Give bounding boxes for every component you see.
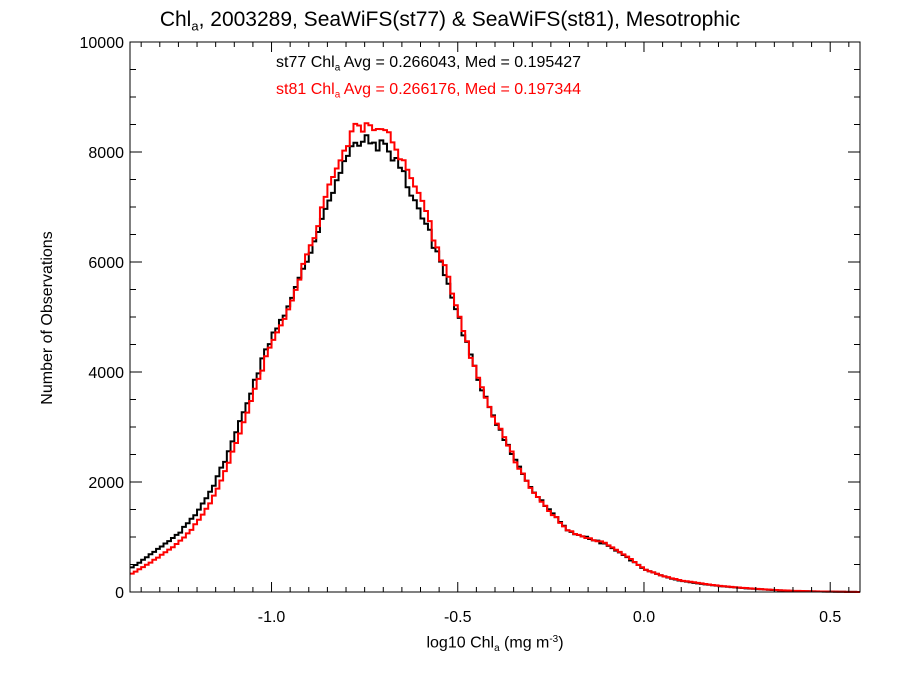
xlabel-superscript: -3 <box>549 634 559 645</box>
x-tick-label: -0.5 <box>444 609 472 626</box>
xlabel-mid: (mg m <box>499 634 550 652</box>
x-tick-label: 0.5 <box>819 609 841 626</box>
plot-frame <box>129 41 861 593</box>
annotation-st81-post: Avg = 0.266176, Med = 0.197344 <box>340 81 582 98</box>
chart-title: Chla, 2003289, SeaWiFS(st77) & SeaWiFS(s… <box>0 8 900 34</box>
xlabel-post: ) <box>558 634 564 652</box>
y-tick-label: 10000 <box>80 35 125 52</box>
series-line-st81 <box>130 122 860 593</box>
y-tick-label: 6000 <box>88 255 124 272</box>
annotation-st77-subscript: a <box>334 62 341 74</box>
xlabel-subscript: a <box>494 642 500 654</box>
annotation-st81: st81 Chla Avg = 0.266176, Med = 0.197344 <box>276 81 581 100</box>
annotation-st77-pre: st77 Chl <box>276 54 335 71</box>
series-line-st77 <box>130 134 860 593</box>
y-tick-label: 8000 <box>88 145 124 162</box>
title-subscript: a <box>191 18 199 34</box>
annotation-st77-post: Avg = 0.266043, Med = 0.195427 <box>340 54 582 71</box>
x-tick-label: -1.0 <box>258 609 286 626</box>
y-tick-label: 2000 <box>88 475 124 492</box>
x-tick-label: 0.0 <box>633 609 655 626</box>
title-rest: , 2003289, SeaWiFS(st77) & SeaWiFS(st81)… <box>198 8 741 31</box>
x-axis-label: log10 Chla (mg m-3) <box>130 634 860 654</box>
title-main: Chl <box>159 8 192 31</box>
y-axis-label: Number of Observations <box>39 231 56 405</box>
annotation-st81-pre: st81 Chl <box>276 81 335 98</box>
y-tick-label: 0 <box>115 585 124 602</box>
y-tick-label: 4000 <box>88 365 124 382</box>
xlabel-pre: log10 Chl <box>426 634 495 652</box>
annotation-st81-subscript: a <box>334 89 341 101</box>
annotation-st77: st77 Chla Avg = 0.266043, Med = 0.195427 <box>276 54 581 73</box>
